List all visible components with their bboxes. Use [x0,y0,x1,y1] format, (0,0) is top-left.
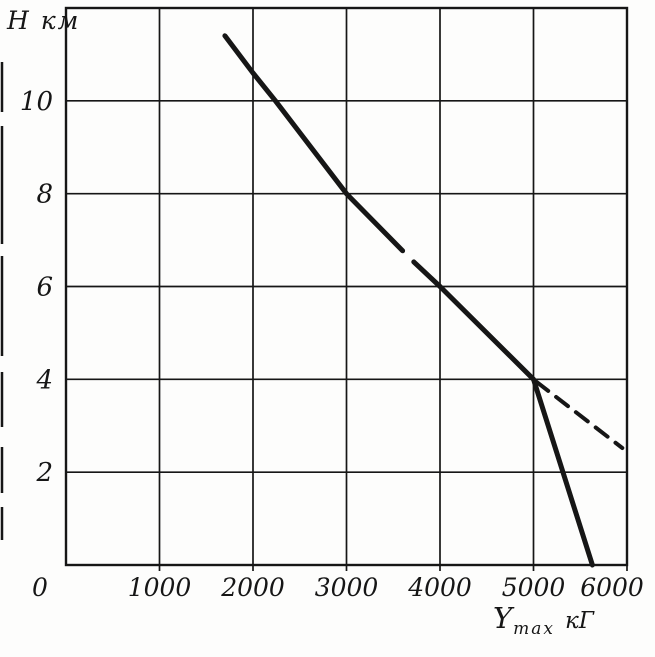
x-tick-label: 0 [32,573,48,602]
x-axis-subscript: max [513,619,555,639]
main-curve-lower-line [411,259,595,568]
x-tick-label: 3000 [315,573,379,602]
y-tick-label: 2 [35,458,53,488]
y-tick-label: 8 [36,180,53,210]
plot-border [64,6,629,567]
x-tick-label: 2000 [220,573,285,602]
dashed-branch-line [534,379,625,450]
x-tick-label: 4000 [407,573,472,602]
x-axis-symbol: Y [493,601,513,635]
x-axis-unit: кГ [565,608,594,634]
y-axis-title: Н км [7,6,81,35]
x-tick-label: 6000 [580,573,644,602]
x-axis-title: Ymax кГ [493,604,594,638]
y-tick-label: 10 [20,87,53,117]
y-tick-label: 6 [36,273,53,303]
y-tick-label: 4 [35,365,53,395]
main-curve-upper-line [222,33,406,254]
x-tick-label: 1000 [128,573,192,602]
x-tick-label: 5000 [502,573,566,602]
